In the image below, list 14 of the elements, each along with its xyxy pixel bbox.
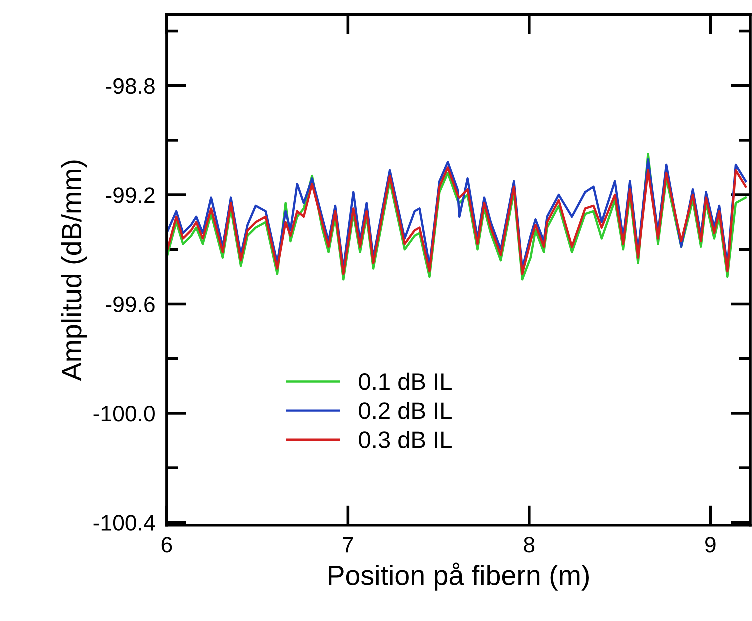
x-axis-title: Position på fibern (m) (329, 562, 590, 591)
y-tick-label: -98.8 (106, 78, 155, 94)
y-tick-label: -99.2 (106, 188, 155, 204)
legend-label: 0.1 dB IL (359, 372, 452, 390)
legend-label: 0.2 dB IL (359, 402, 452, 420)
y-axis-title: Amplitud (dB/mm) (61, 160, 88, 382)
legend-label: 0.3 dB IL (359, 431, 452, 448)
y-tick-label: -100.4 (94, 515, 156, 531)
y-tick-label: -100.0 (94, 406, 155, 422)
x-tick-label: 8 (524, 537, 535, 553)
x-tick-label: 6 (162, 537, 172, 553)
x-tick-label: 7 (343, 537, 354, 553)
y-tick-label: -99.6 (106, 296, 155, 313)
x-tick-label: 9 (705, 537, 716, 553)
